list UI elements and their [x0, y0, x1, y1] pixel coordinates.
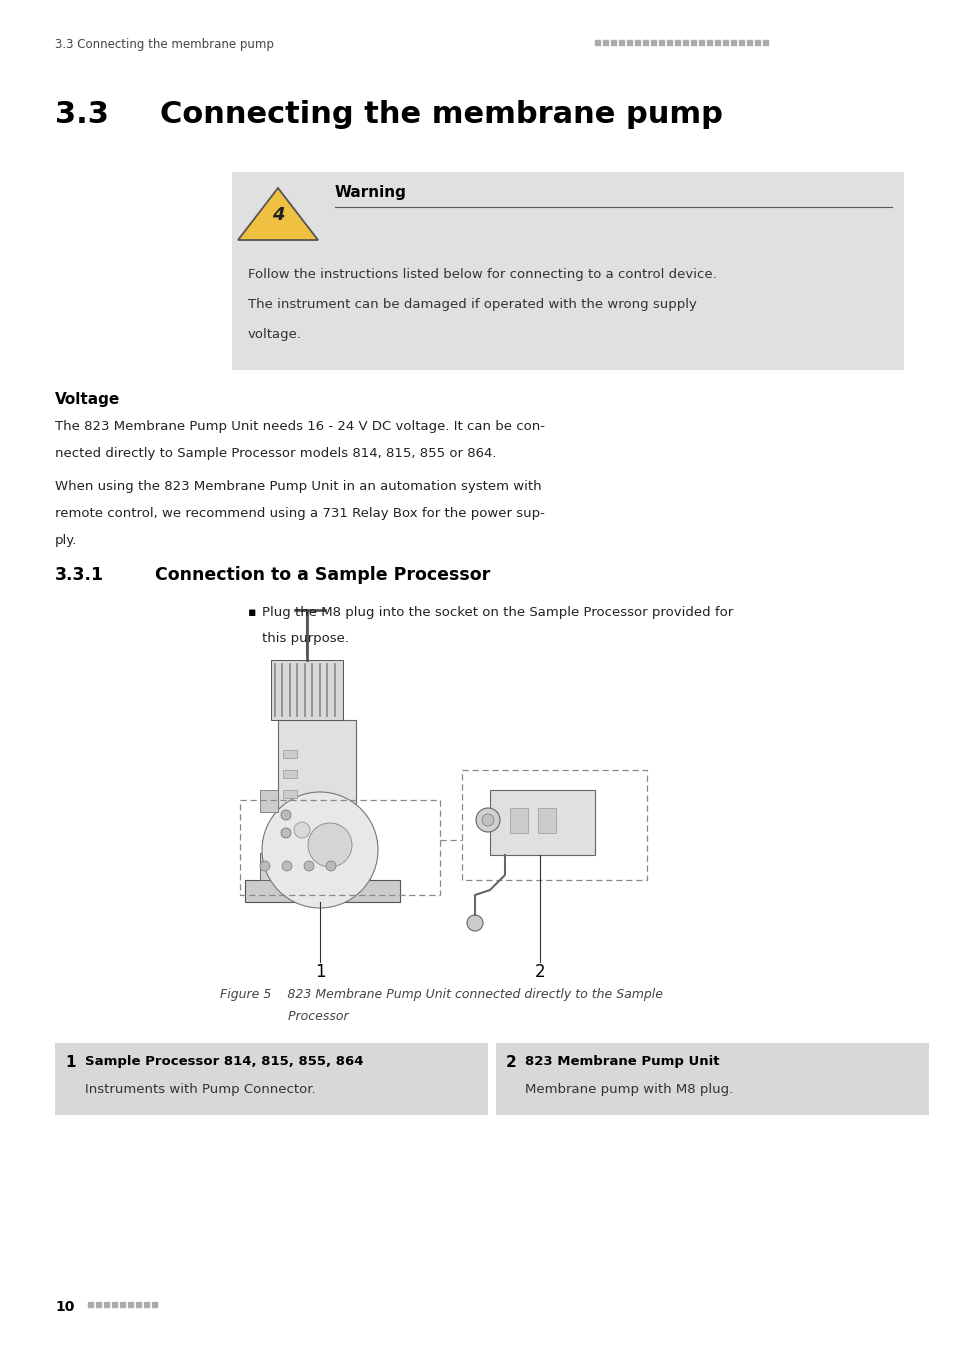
Circle shape	[262, 792, 377, 909]
Bar	[595, 40, 599, 45]
FancyBboxPatch shape	[510, 809, 527, 833]
Bar	[699, 40, 703, 45]
FancyBboxPatch shape	[245, 880, 399, 902]
Circle shape	[281, 828, 291, 838]
Bar	[88, 1301, 92, 1307]
Text: 1: 1	[65, 1054, 75, 1071]
Bar	[136, 1301, 141, 1307]
Text: this purpose.: this purpose.	[262, 632, 349, 645]
Text: ply.: ply.	[55, 535, 77, 547]
Polygon shape	[237, 188, 317, 240]
Bar	[714, 40, 720, 45]
Text: Follow the instructions listed below for connecting to a control device.: Follow the instructions listed below for…	[248, 269, 716, 281]
Text: Voltage: Voltage	[55, 392, 120, 406]
Text: Instruments with Pump Connector.: Instruments with Pump Connector.	[85, 1083, 315, 1096]
Text: Connecting the membrane pump: Connecting the membrane pump	[160, 100, 722, 130]
Circle shape	[304, 861, 314, 871]
Text: 3.3 Connecting the membrane pump: 3.3 Connecting the membrane pump	[55, 38, 274, 51]
Text: The instrument can be damaged if operated with the wrong supply: The instrument can be damaged if operate…	[248, 298, 696, 311]
Text: Figure 5    823 Membrane Pump Unit connected directly to the Sample: Figure 5 823 Membrane Pump Unit connecte…	[220, 988, 662, 1000]
FancyBboxPatch shape	[496, 1044, 928, 1115]
Text: Sample Processor 814, 815, 855, 864: Sample Processor 814, 815, 855, 864	[85, 1054, 363, 1068]
Circle shape	[481, 814, 494, 826]
FancyBboxPatch shape	[283, 751, 296, 757]
Bar	[96, 1301, 101, 1307]
Bar	[666, 40, 671, 45]
FancyBboxPatch shape	[271, 660, 343, 720]
Text: ▪: ▪	[248, 606, 256, 620]
Text: The 823 Membrane Pump Unit needs 16 - 24 V DC voltage. It can be con-: The 823 Membrane Pump Unit needs 16 - 24…	[55, 420, 544, 433]
Bar	[642, 40, 647, 45]
Bar	[650, 40, 656, 45]
Bar	[682, 40, 687, 45]
Bar	[706, 40, 711, 45]
Bar	[618, 40, 623, 45]
Circle shape	[476, 809, 499, 832]
Circle shape	[326, 861, 335, 871]
Bar	[610, 40, 616, 45]
Text: remote control, we recommend using a 731 Relay Box for the power sup-: remote control, we recommend using a 731…	[55, 508, 544, 520]
Text: 1: 1	[314, 963, 325, 981]
Bar	[152, 1301, 157, 1307]
Text: Warning: Warning	[335, 185, 406, 200]
Bar	[675, 40, 679, 45]
FancyBboxPatch shape	[260, 790, 277, 811]
Bar	[739, 40, 743, 45]
Bar	[120, 1301, 125, 1307]
Bar	[128, 1301, 132, 1307]
FancyBboxPatch shape	[490, 790, 595, 855]
Circle shape	[281, 810, 291, 819]
FancyBboxPatch shape	[277, 720, 355, 880]
Bar	[635, 40, 639, 45]
Text: 2: 2	[505, 1054, 517, 1071]
Bar	[746, 40, 751, 45]
Circle shape	[260, 861, 270, 871]
Bar	[112, 1301, 117, 1307]
Text: Plug the M8 plug into the socket on the Sample Processor provided for: Plug the M8 plug into the socket on the …	[262, 606, 733, 620]
Bar	[730, 40, 735, 45]
Text: voltage.: voltage.	[248, 328, 302, 342]
FancyBboxPatch shape	[283, 769, 296, 778]
Bar	[722, 40, 727, 45]
Bar	[659, 40, 663, 45]
Circle shape	[282, 861, 292, 871]
Text: 2: 2	[534, 963, 545, 981]
FancyBboxPatch shape	[232, 171, 903, 370]
FancyBboxPatch shape	[55, 1044, 488, 1115]
Text: Membrane pump with M8 plug.: Membrane pump with M8 plug.	[524, 1083, 733, 1096]
Bar	[762, 40, 767, 45]
Text: 10: 10	[55, 1300, 74, 1314]
Bar	[144, 1301, 149, 1307]
Text: Processor: Processor	[220, 1010, 348, 1023]
FancyBboxPatch shape	[537, 809, 556, 833]
Bar	[626, 40, 631, 45]
Circle shape	[294, 822, 310, 838]
Text: 4: 4	[272, 207, 284, 224]
Text: nected directly to Sample Processor models 814, 815, 855 or 864.: nected directly to Sample Processor mode…	[55, 447, 496, 460]
Text: When using the 823 Membrane Pump Unit in an automation system with: When using the 823 Membrane Pump Unit in…	[55, 481, 541, 493]
Circle shape	[308, 824, 352, 867]
Circle shape	[467, 915, 482, 931]
Bar	[104, 1301, 109, 1307]
Bar	[690, 40, 696, 45]
FancyBboxPatch shape	[283, 790, 296, 798]
Text: 3.3.1: 3.3.1	[55, 566, 104, 585]
Text: Connection to a Sample Processor: Connection to a Sample Processor	[154, 566, 490, 585]
Text: 823 Membrane Pump Unit: 823 Membrane Pump Unit	[524, 1054, 719, 1068]
FancyBboxPatch shape	[260, 853, 370, 880]
Bar	[602, 40, 607, 45]
Text: 3.3: 3.3	[55, 100, 109, 130]
Bar	[754, 40, 760, 45]
